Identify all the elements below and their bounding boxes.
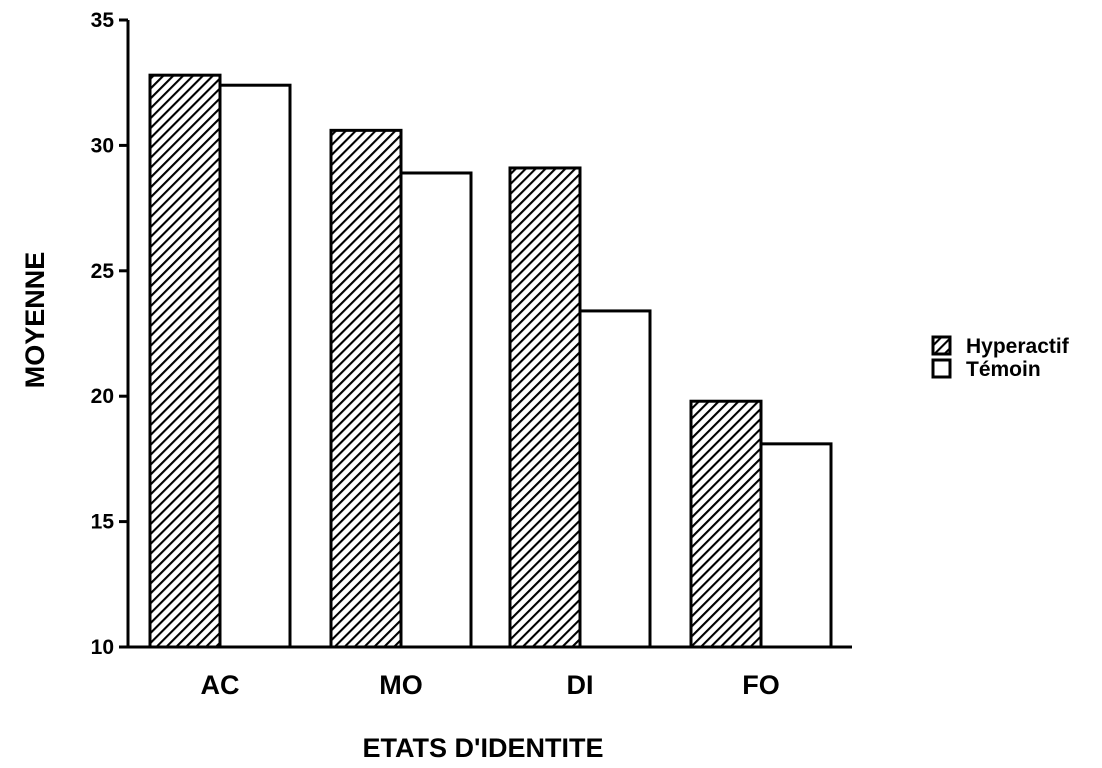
legend-label-temoin: Témoin <box>966 358 1041 381</box>
legend-item-temoin: Témoin <box>931 358 1041 381</box>
bar-di-hyperactif <box>508 166 582 649</box>
x-axis-title: ETATS D'IDENTITE <box>363 733 604 763</box>
bar-mo-temoin <box>399 171 473 649</box>
y-tick-label: 15 <box>91 511 115 534</box>
legend: Hyperactif Témoin <box>931 335 1070 381</box>
bar-ac-temoin <box>218 83 292 649</box>
x-labels-group: AC MO DI FO <box>201 670 780 700</box>
x-tick-label-ac: AC <box>201 670 240 700</box>
y-tick-label: 10 <box>91 636 114 659</box>
legend-swatch-hyperactif <box>931 335 952 356</box>
bar-mo-hyperactif <box>329 128 403 649</box>
y-axis-title: MOYENNE <box>20 252 50 389</box>
y-tick-label: 30 <box>91 134 114 157</box>
bars-group <box>148 73 833 649</box>
legend-swatch-temoin <box>931 358 952 379</box>
bar-fo-temoin <box>759 442 833 649</box>
bar-ac-hyperactif <box>148 73 222 649</box>
x-tick-label-mo: MO <box>379 670 423 700</box>
x-tick-label-fo: FO <box>742 670 780 700</box>
bar-di-temoin <box>578 309 652 649</box>
y-tick-label: 35 <box>91 9 115 32</box>
y-tick-label: 20 <box>91 385 114 408</box>
y-ticks-group: 10 15 20 25 30 35 <box>91 9 128 659</box>
y-tick-label: 25 <box>91 260 115 283</box>
x-tick-label-di: DI <box>567 670 594 700</box>
bar-fo-hyperactif <box>689 399 763 649</box>
legend-label-hyperactif: Hyperactif <box>966 335 1070 358</box>
legend-item-hyperactif: Hyperactif <box>931 335 1070 358</box>
